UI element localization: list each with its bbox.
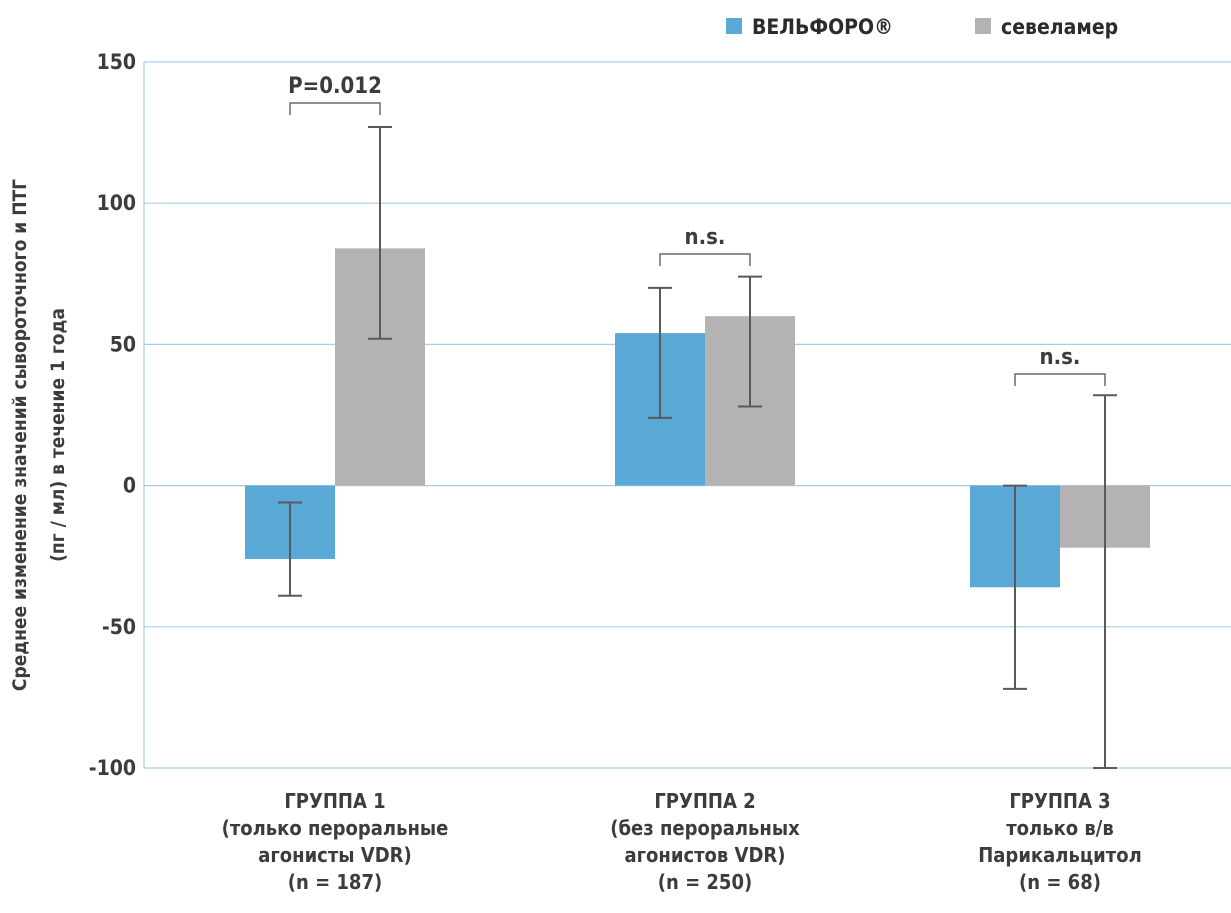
x-category-label: агонисты VDR) — [258, 843, 412, 867]
legend-label: севеламер — [1001, 15, 1118, 39]
significance-label: P=0.012 — [288, 74, 382, 99]
significance-annotations: P=0.012 n.s. n.s. — [288, 74, 1106, 386]
y-tick-label: 50 — [110, 332, 136, 356]
legend: ВЕЛЬФОРО® севеламер — [726, 15, 1118, 39]
y-axis-label-line: Среднее изменение значений сывороточного… — [9, 179, 31, 691]
y-tick-label: -100 — [89, 756, 136, 780]
y-tick-label: 0 — [123, 474, 136, 498]
error-bars — [278, 125, 1117, 769]
x-category-label: агонистов VDR) — [625, 843, 786, 867]
x-category-label: (n = 68) — [1019, 870, 1101, 894]
x-category-label: Парикальцитол — [978, 843, 1142, 867]
y-tick-label: 150 — [97, 50, 136, 74]
significance-label: n.s. — [1040, 345, 1081, 370]
x-category-label: только в/в — [1006, 816, 1114, 840]
x-category-label: (n = 250) — [658, 870, 752, 894]
y-tick-label: 100 — [97, 191, 136, 215]
x-category-label: ГРУППА 1 — [284, 789, 385, 813]
x-category-labels: ГРУППА 1 (только пероральные агонисты VDR)… — [222, 789, 1142, 894]
significance-bracket — [289, 102, 381, 115]
y-tick-label: -50 — [102, 615, 136, 639]
y-axis-label-line: (пг / мл) в течение 1 года — [47, 308, 69, 562]
x-category-label: ГРУППА 2 — [654, 789, 755, 813]
legend-label: ВЕЛЬФОРО® — [752, 15, 893, 39]
significance-label: n.s. — [685, 225, 726, 250]
x-category-label: (без пероральных — [610, 816, 800, 840]
legend-swatch — [726, 18, 742, 34]
x-category-label: (только пероральные — [222, 816, 449, 840]
significance-bracket — [1014, 373, 1106, 386]
x-category-label: ГРУППА 3 — [1009, 789, 1110, 813]
x-category-label: (n = 187) — [288, 870, 382, 894]
significance-bracket — [659, 253, 751, 266]
legend-swatch — [975, 18, 991, 34]
y-tick-labels: 150 100 50 0 -50 -100 — [89, 50, 136, 780]
y-axis-label: Среднее изменение значений сывороточного… — [9, 179, 69, 691]
